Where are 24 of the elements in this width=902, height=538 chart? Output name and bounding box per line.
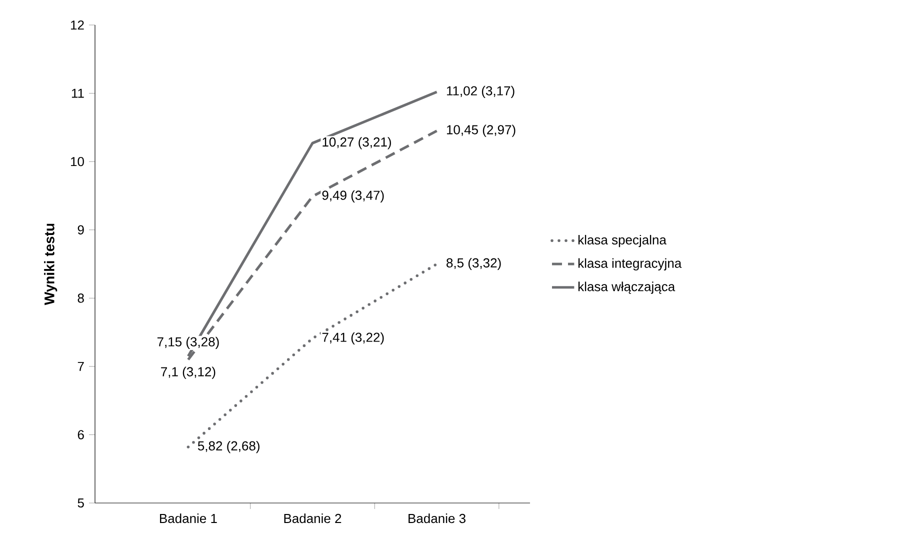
x-tick-label: Badanie 3 (408, 514, 466, 524)
data-label: 10,27 (3,21) (322, 137, 391, 150)
y-tick-label: 7 (78, 362, 84, 371)
data-label: 11,02 (3,17) (446, 86, 514, 98)
x-tick-label: Badanie 2 (284, 514, 342, 524)
legend-label: klasa specjalna (578, 234, 666, 248)
y-tick-label: 10 (70, 156, 84, 166)
data-label: 7,41 (3,22) (322, 332, 384, 344)
data-label: 10,45 (2,97) (446, 124, 516, 137)
y-tick-label: 9 (78, 225, 84, 234)
data-label: 7,1 (3,12) (161, 366, 216, 379)
legend-label: klasa włączająca (578, 282, 676, 294)
y-tick-label: 6 (78, 430, 84, 440)
y-tick-label: 11 (72, 88, 84, 98)
data-label: 8,5 (3,32) (446, 258, 501, 270)
data-label: 9,49 (3,47) (322, 190, 384, 202)
legend-label: klasa integracyjna (578, 258, 682, 270)
y-tick-label: 12 (70, 20, 84, 30)
y-axis-title: Wyniki testu (44, 224, 58, 306)
data-label: 7,15 (3,28) (157, 336, 219, 349)
y-tick-label: 8 (78, 294, 84, 303)
data-label: 5,82 (2,68) (198, 440, 260, 454)
x-tick-label: Badanie 1 (160, 514, 217, 524)
y-tick-label: 5 (78, 498, 84, 508)
